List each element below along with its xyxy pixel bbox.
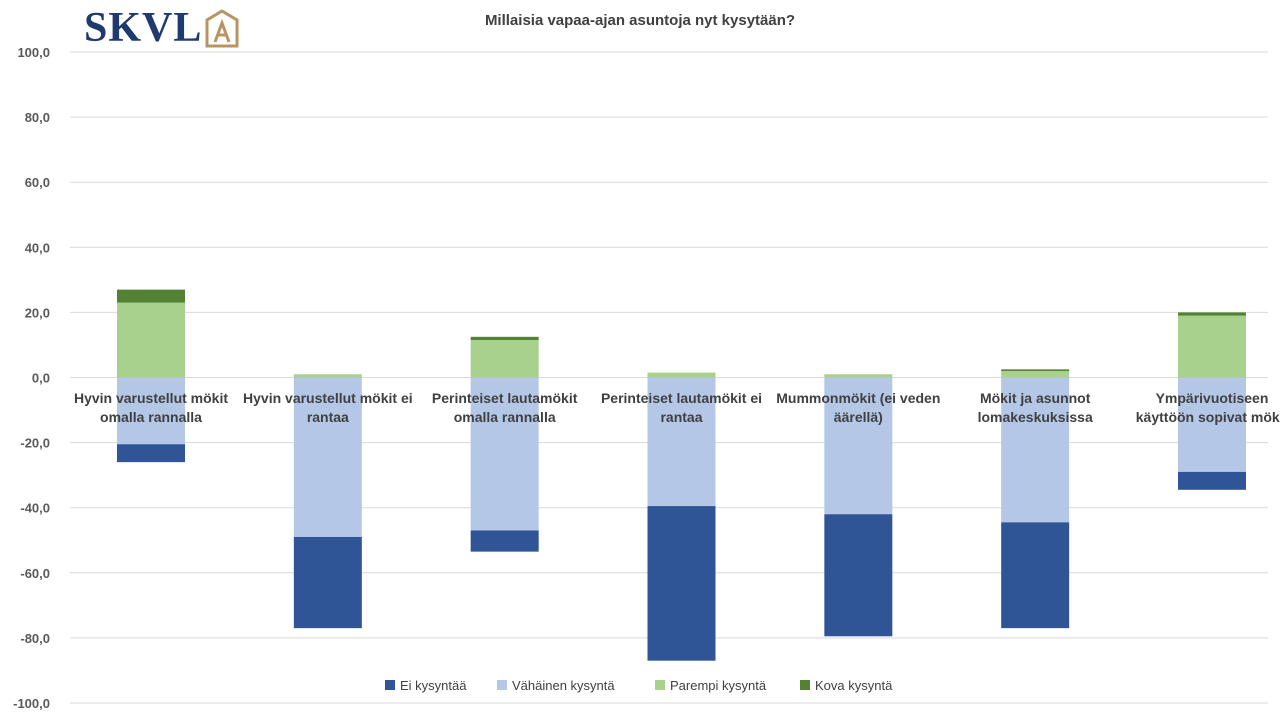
bar-segment	[824, 514, 893, 637]
bar-segment	[470, 340, 539, 378]
y-tick-label: 100,0	[17, 45, 50, 60]
chart-title: Millaisia vapaa-ajan asuntoja nyt kysytä…	[484, 12, 796, 29]
legend-swatch	[385, 680, 395, 690]
bar-segment	[1001, 377, 1070, 523]
y-tick-label: -80,0	[20, 631, 50, 646]
legend-item: Vähäinen kysyntä	[497, 678, 615, 693]
y-tick-label: 0,0	[32, 371, 50, 386]
y-axis-ticks: 100,0 80,0 60,0 40,0 20,0 0,0 -20,0 -40,0 -60,0 -…	[13, 45, 50, 711]
bar-segment	[1001, 522, 1070, 629]
bar-segment	[470, 530, 539, 552]
bar-segment	[117, 444, 185, 463]
bar-segment	[647, 506, 716, 661]
bar-segment	[1178, 315, 1246, 378]
bars	[117, 289, 1246, 661]
legend-item: Ei kysyntää	[385, 678, 467, 693]
category-label: Mummonmökit (ei veden	[776, 390, 940, 406]
category-label: rantaa	[307, 409, 349, 425]
bar-segment	[1001, 369, 1070, 371]
category-label: Mökit ja asunnot	[980, 390, 1091, 406]
bar-segment	[293, 377, 362, 537]
category-label: äärellä)	[834, 409, 883, 425]
category-label: käyttöön sopivat mökit	[1136, 409, 1280, 425]
legend-label: Ei kysyntää	[400, 678, 467, 693]
legend-item: Parempi kysyntä	[655, 678, 767, 693]
y-tick-label: -100,0	[13, 696, 50, 711]
category-label: Perinteiset lautamökit	[432, 390, 578, 406]
category-label: Hyvin varustellut mökit	[74, 390, 228, 406]
y-tick-label: -40,0	[20, 501, 50, 516]
bar-segment	[470, 336, 539, 341]
category-label: omalla rannalla	[454, 409, 556, 425]
category-labels: Hyvin varustellut mökit omalla rannalla Hy…	[74, 390, 1280, 425]
category-label: Ympärivuotiseen	[1156, 390, 1269, 406]
legend-swatch	[800, 680, 810, 690]
legend-item: Kova kysyntä	[800, 678, 893, 693]
y-tick-label: -20,0	[20, 436, 50, 451]
legend-swatch	[497, 680, 507, 690]
y-tick-label: 40,0	[25, 240, 50, 255]
bar-segment	[1178, 377, 1246, 472]
bar-segment	[647, 377, 716, 507]
category-label: lomakeskuksissa	[978, 409, 1093, 425]
bar-segment	[117, 289, 185, 303]
logo: SKVL	[84, 6, 240, 50]
category-label: Perinteiset lautamökit ei	[601, 390, 762, 406]
bar-segment	[824, 374, 893, 378]
y-tick-label: -60,0	[20, 566, 50, 581]
legend: Ei kysyntää Vähäinen kysyntä Parempi kysyn…	[385, 678, 893, 693]
bar-segment	[824, 377, 893, 515]
y-tick-label: 20,0	[25, 305, 50, 320]
bar-segment	[647, 372, 716, 378]
y-tick-label: 60,0	[25, 175, 50, 190]
bar-segment	[293, 374, 362, 378]
bar-segment	[1178, 471, 1246, 490]
legend-swatch	[655, 680, 665, 690]
bar-segment	[470, 377, 539, 531]
logo-text: SKVL	[84, 5, 203, 51]
bar-segment	[117, 302, 185, 378]
legend-label: Kova kysyntä	[815, 678, 893, 693]
category-label: omalla rannalla	[100, 409, 202, 425]
bar-segment	[293, 536, 362, 629]
legend-label: Vähäinen kysyntä	[512, 678, 615, 693]
legend-label: Parempi kysyntä	[670, 678, 767, 693]
bar-segment	[1178, 312, 1246, 316]
y-tick-label: 80,0	[25, 110, 50, 125]
bar-segment	[117, 377, 185, 445]
category-label: Hyvin varustellut mökit ei	[243, 390, 413, 406]
category-label: rantaa	[660, 409, 702, 425]
house-a-icon	[205, 9, 239, 48]
bar-segment	[1001, 370, 1070, 378]
